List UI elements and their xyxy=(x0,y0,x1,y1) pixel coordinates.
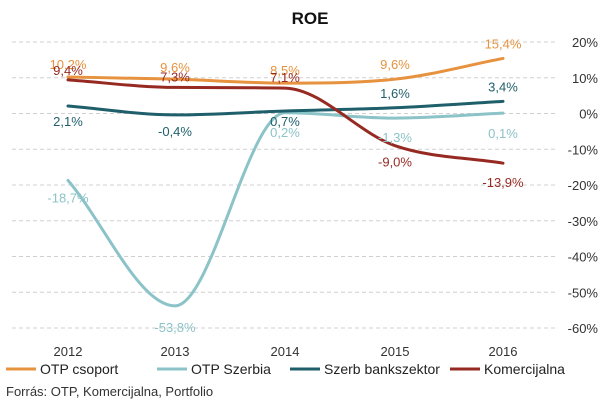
data-label: 2,1% xyxy=(53,114,83,129)
data-label: 8,5% xyxy=(270,63,300,78)
legend-label: OTP csoport xyxy=(40,361,118,377)
x-tick-label: 2012 xyxy=(54,344,83,359)
series-lines xyxy=(66,56,505,308)
y-tick-label: -60% xyxy=(568,321,599,336)
x-axis-ticks: 2012 2013 2014 2015 2016 xyxy=(54,344,518,359)
data-label: -1,3% xyxy=(378,130,412,145)
y-tick-label: 10% xyxy=(572,71,598,86)
data-label: 0,7% xyxy=(270,114,300,129)
series-line-szerb-bankszektor xyxy=(66,99,505,117)
data-label: -53,8% xyxy=(154,320,196,335)
legend: OTP csoport OTP Szerbia Szerb bankszektor K… xyxy=(6,361,565,377)
x-tick-label: 2013 xyxy=(161,344,190,359)
series-line-otp-szerbia xyxy=(66,111,505,308)
y-tick-label: 20% xyxy=(572,35,598,50)
legend-label: Szerb bankszektor xyxy=(324,361,440,377)
data-label: 9,6% xyxy=(160,60,190,75)
y-tick-label: -50% xyxy=(568,285,599,300)
data-label: 3,4% xyxy=(488,79,518,94)
x-tick-label: 2015 xyxy=(381,344,410,359)
y-tick-label: -10% xyxy=(568,142,599,157)
data-label: 9,4% xyxy=(53,63,83,78)
legend-label: Komercijalna xyxy=(484,361,565,377)
source-note: Forrás: OTP, Komercijalna, Portfolio xyxy=(6,384,213,399)
data-label: -0,4% xyxy=(158,124,192,139)
legend-label: OTP Szerbia xyxy=(191,361,271,377)
data-labels: 10,2% 9,6% 8,5% 9,6% 15,4% -18,7% -53,8% 0,2% -1… xyxy=(47,36,524,334)
data-label: 0,1% xyxy=(488,126,518,141)
data-label: -13,9% xyxy=(482,175,524,190)
data-label: -18,7% xyxy=(47,190,89,205)
y-tick-label: -20% xyxy=(568,178,599,193)
data-label: 7,3% xyxy=(160,69,190,84)
x-tick-label: 2014 xyxy=(271,344,300,359)
data-label: 10,2% xyxy=(50,57,87,72)
data-label: 7,1% xyxy=(270,70,300,85)
x-tick-label: 2016 xyxy=(489,344,518,359)
data-label: 9,6% xyxy=(380,57,410,72)
y-tick-label: 0% xyxy=(579,107,598,122)
chart-title: ROE xyxy=(292,9,329,28)
data-label: 15,4% xyxy=(485,36,522,51)
data-label: -9,0% xyxy=(378,155,412,170)
series-line-komercijalna xyxy=(66,78,505,165)
series-line-otp-csoport xyxy=(66,56,505,85)
data-label: 0,2% xyxy=(270,125,300,140)
y-tick-label: -40% xyxy=(568,250,599,265)
y-tick-label: -30% xyxy=(568,214,599,229)
data-label: 1,6% xyxy=(380,86,410,101)
y-axis-ticks: 20% 10% 0% -10% -20% -30% -40% -50% -60% xyxy=(568,35,599,336)
